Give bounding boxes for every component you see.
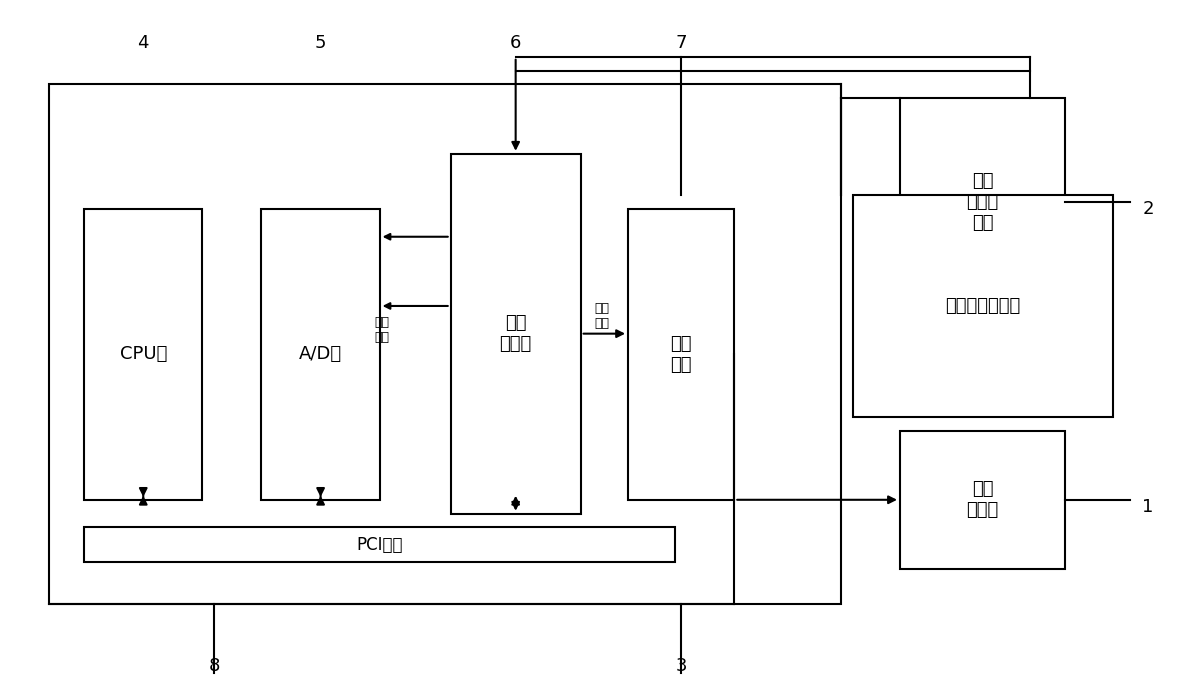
- Text: A/D卡: A/D卡: [299, 345, 342, 363]
- Text: 4: 4: [137, 34, 149, 52]
- Text: 接收
换能器
阵列: 接收 换能器 阵列: [967, 172, 999, 232]
- Text: 信号
处理卡: 信号 处理卡: [500, 314, 532, 353]
- FancyBboxPatch shape: [852, 195, 1113, 417]
- Text: 3: 3: [675, 657, 687, 675]
- Text: 控制
信号: 控制 信号: [374, 316, 390, 344]
- Text: 触发
信号: 触发 信号: [595, 302, 609, 330]
- Text: 发射
换能器: 发射 换能器: [967, 480, 999, 519]
- Text: 发射
电源: 发射 电源: [671, 335, 692, 374]
- Text: 2: 2: [1142, 200, 1154, 218]
- FancyBboxPatch shape: [899, 431, 1065, 569]
- FancyBboxPatch shape: [84, 528, 675, 562]
- Text: 6: 6: [510, 34, 521, 52]
- Text: 1: 1: [1142, 498, 1154, 516]
- Text: PCI总线: PCI总线: [357, 536, 403, 554]
- FancyBboxPatch shape: [628, 209, 735, 500]
- FancyBboxPatch shape: [899, 98, 1065, 306]
- FancyBboxPatch shape: [262, 209, 379, 500]
- Text: CPU卡: CPU卡: [120, 345, 167, 363]
- Text: 8: 8: [209, 657, 220, 675]
- Text: 5: 5: [315, 34, 326, 52]
- Text: 7: 7: [675, 34, 687, 52]
- Text: 被测混凝土构件: 被测混凝土构件: [944, 297, 1020, 315]
- FancyBboxPatch shape: [450, 154, 581, 514]
- FancyBboxPatch shape: [49, 85, 841, 604]
- FancyBboxPatch shape: [84, 209, 203, 500]
